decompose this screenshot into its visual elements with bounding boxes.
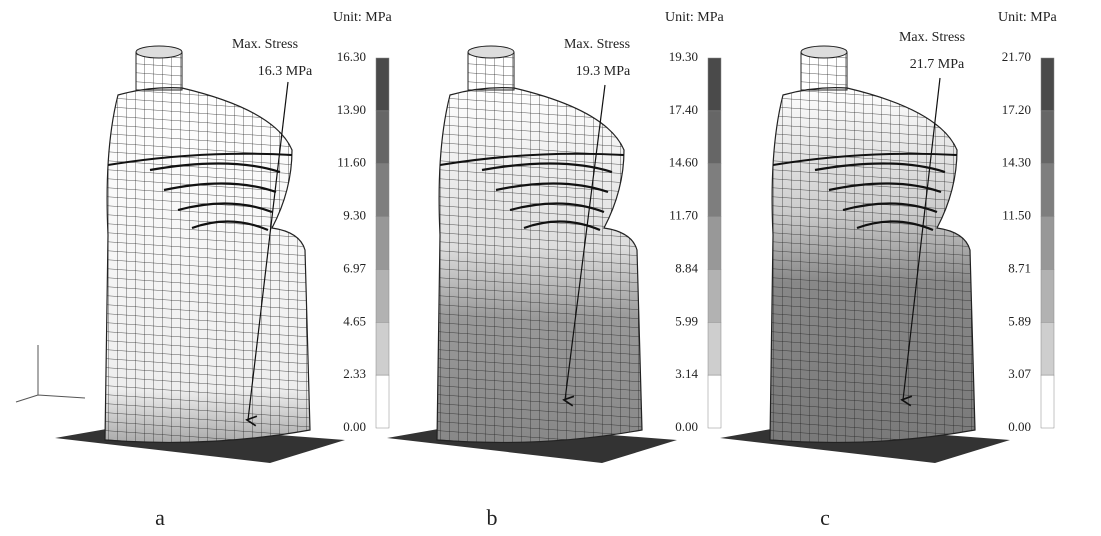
- colorbar-label: 14.60: [669, 155, 698, 170]
- colorbar-label: 0.00: [1008, 419, 1031, 434]
- colorbar-label: 3.14: [675, 366, 698, 381]
- unit-label: Unit: MPa: [998, 10, 1058, 25]
- colorbar-segment: [376, 322, 389, 375]
- colorbar-segment: [708, 164, 721, 217]
- bottle-cap: [136, 46, 182, 58]
- colorbar-label: 11.60: [337, 155, 366, 170]
- colorbar-label: 8.71: [1008, 260, 1031, 275]
- panel: 16.30 13.90 11.60 9.30 6.97 4.65 2.33 0.00: [55, 46, 389, 463]
- colorbar-label: 2.33: [343, 366, 366, 381]
- colorbar-label: 13.90: [337, 102, 366, 117]
- panel-label: c: [820, 505, 830, 530]
- colorbar-label: 8.84: [675, 260, 698, 275]
- colorbar-segment: [708, 375, 721, 428]
- panel: 21.70 17.20 14.30 11.50 8.71 5.89 3.07 0.00: [720, 46, 1054, 463]
- bottle-cap: [468, 46, 514, 58]
- colorbar-label: 4.65: [343, 313, 366, 328]
- colorbar-segment: [376, 164, 389, 217]
- colorbar-segment: [1041, 217, 1054, 270]
- colorbar-segment: [1041, 322, 1054, 375]
- bottle-mesh: [105, 88, 310, 443]
- colorbar-label: 11.50: [1002, 208, 1031, 223]
- bottle-cap: [801, 46, 847, 58]
- panel: 19.30 17.40 14.60 11.70 8.84 5.99 3.14 0.00: [387, 46, 721, 463]
- annotation-title: Max. Stress: [899, 30, 965, 45]
- colorbar-segment: [376, 217, 389, 270]
- colorbar-label: 5.89: [1008, 313, 1031, 328]
- colorbar-label: 17.40: [669, 102, 698, 117]
- colorbar-segment: [1041, 269, 1054, 322]
- colorbar-segment: [376, 111, 389, 164]
- colorbar-segment: [708, 58, 721, 111]
- colorbar-label: 5.99: [675, 313, 698, 328]
- colorbar-segment: [1041, 164, 1054, 217]
- colorbar-label: 16.30: [337, 49, 366, 64]
- colorbar-segment: [376, 269, 389, 322]
- colorbar-segment: [1041, 111, 1054, 164]
- axis-triad: [16, 345, 85, 402]
- colorbar-label: 11.70: [669, 208, 698, 223]
- annotation-title: Max. Stress: [564, 37, 630, 52]
- colorbar-label: 17.20: [1002, 102, 1031, 117]
- annotation-value: 16.3 MPa: [258, 64, 313, 79]
- colorbar-label: 19.30: [669, 49, 698, 64]
- colorbar-segment: [708, 217, 721, 270]
- colorbar-label: 3.07: [1008, 366, 1031, 381]
- panel-label: b: [487, 505, 498, 530]
- unit-label: Unit: MPa: [665, 10, 725, 25]
- colorbar-segment: [708, 111, 721, 164]
- colorbar-label: 14.30: [1002, 155, 1031, 170]
- bottle-mesh: [437, 88, 642, 443]
- annotation-value: 19.3 MPa: [576, 64, 631, 79]
- colorbar-segment: [708, 269, 721, 322]
- annotation-value: 21.7 MPa: [910, 57, 965, 72]
- colorbar-segment: [1041, 375, 1054, 428]
- panel-label: a: [155, 505, 165, 530]
- annotation-title: Max. Stress: [232, 37, 298, 52]
- colorbar-label: 0.00: [675, 419, 698, 434]
- figure: 16.30 13.90 11.60 9.30 6.97 4.65 2.33 0.00 Unit:…: [0, 0, 1101, 536]
- colorbar-segment: [1041, 58, 1054, 111]
- colorbar-segment: [708, 322, 721, 375]
- colorbar-segment: [376, 375, 389, 428]
- colorbar-label: 6.97: [343, 260, 366, 275]
- colorbar-label: 0.00: [343, 419, 366, 434]
- unit-label: Unit: MPa: [333, 10, 393, 25]
- colorbar-label: 9.30: [343, 208, 366, 223]
- colorbar-label: 21.70: [1002, 49, 1031, 64]
- colorbar-segment: [376, 58, 389, 111]
- bottle-mesh: [770, 88, 975, 443]
